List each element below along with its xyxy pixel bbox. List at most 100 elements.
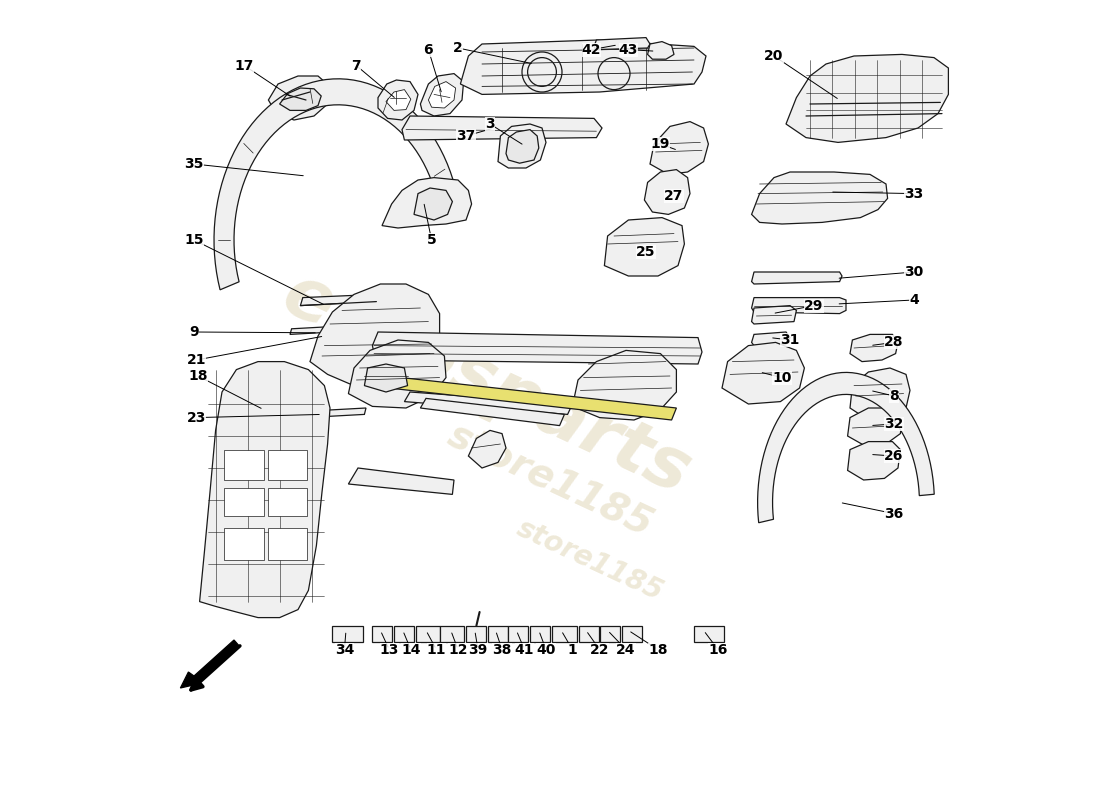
- Text: 41: 41: [515, 642, 535, 657]
- Polygon shape: [428, 82, 455, 108]
- Polygon shape: [751, 272, 842, 284]
- Text: 23: 23: [187, 410, 206, 425]
- Text: 22: 22: [590, 642, 609, 657]
- Polygon shape: [373, 332, 702, 364]
- Polygon shape: [645, 170, 690, 214]
- Polygon shape: [786, 54, 948, 142]
- Polygon shape: [279, 88, 321, 110]
- Text: 4: 4: [909, 293, 918, 307]
- Text: 7: 7: [352, 58, 361, 73]
- Polygon shape: [214, 79, 461, 290]
- Text: 2: 2: [453, 41, 463, 55]
- Bar: [579, 626, 598, 642]
- Polygon shape: [751, 298, 846, 314]
- Text: 1: 1: [568, 642, 578, 657]
- Polygon shape: [594, 38, 650, 50]
- Bar: [487, 626, 507, 642]
- Text: 28: 28: [884, 335, 904, 350]
- Text: 40: 40: [537, 642, 556, 657]
- Text: 35: 35: [185, 157, 204, 171]
- Text: 34: 34: [334, 642, 354, 657]
- Bar: [416, 626, 440, 642]
- Bar: [440, 626, 464, 642]
- Text: 5: 5: [427, 233, 437, 247]
- Text: 43: 43: [618, 42, 638, 57]
- Polygon shape: [402, 116, 602, 140]
- Text: 38: 38: [493, 642, 512, 657]
- Text: 6: 6: [424, 42, 433, 57]
- Polygon shape: [650, 122, 708, 174]
- Text: 19: 19: [651, 137, 670, 151]
- Bar: [551, 626, 578, 642]
- Polygon shape: [420, 74, 463, 116]
- Polygon shape: [364, 364, 408, 392]
- Polygon shape: [758, 373, 934, 522]
- Text: 42: 42: [582, 42, 602, 57]
- Polygon shape: [506, 130, 539, 163]
- Bar: [268, 488, 307, 516]
- Text: 8: 8: [889, 389, 899, 403]
- Text: 26: 26: [884, 449, 904, 463]
- Bar: [268, 450, 307, 480]
- Polygon shape: [199, 362, 330, 618]
- Text: store1185: store1185: [441, 416, 659, 544]
- Text: 14: 14: [402, 642, 420, 657]
- Polygon shape: [290, 325, 364, 334]
- Polygon shape: [382, 178, 472, 228]
- Polygon shape: [572, 350, 676, 420]
- Polygon shape: [648, 42, 674, 59]
- Bar: [621, 626, 642, 642]
- Text: 24: 24: [616, 642, 636, 657]
- Polygon shape: [420, 398, 564, 426]
- Text: 39: 39: [469, 642, 487, 657]
- Bar: [694, 626, 725, 642]
- Polygon shape: [349, 340, 446, 408]
- Text: 27: 27: [664, 189, 684, 203]
- Text: 13: 13: [379, 642, 399, 657]
- Bar: [508, 626, 528, 642]
- Text: 32: 32: [884, 417, 904, 431]
- Bar: [223, 450, 264, 480]
- Text: 11: 11: [427, 642, 447, 657]
- Text: 36: 36: [884, 506, 903, 521]
- Polygon shape: [850, 334, 898, 362]
- Text: 12: 12: [449, 642, 468, 657]
- Polygon shape: [461, 40, 706, 94]
- Polygon shape: [469, 430, 506, 468]
- Polygon shape: [751, 306, 796, 324]
- Polygon shape: [848, 442, 901, 480]
- Bar: [394, 626, 414, 642]
- Text: 18: 18: [188, 369, 208, 383]
- Polygon shape: [498, 124, 546, 168]
- Text: 37: 37: [456, 129, 475, 143]
- Text: 10: 10: [772, 370, 792, 385]
- Polygon shape: [850, 368, 910, 420]
- Text: 3: 3: [485, 117, 495, 131]
- Bar: [223, 488, 264, 516]
- Text: 17: 17: [234, 58, 254, 73]
- Text: eurosparts: eurosparts: [271, 259, 701, 509]
- Text: store1185: store1185: [513, 514, 668, 606]
- Text: 20: 20: [764, 49, 783, 63]
- Text: 30: 30: [904, 265, 924, 279]
- Bar: [530, 626, 550, 642]
- Text: 16: 16: [708, 642, 728, 657]
- Polygon shape: [751, 332, 790, 346]
- Polygon shape: [414, 188, 452, 220]
- Text: 21: 21: [187, 353, 206, 367]
- Polygon shape: [405, 392, 572, 414]
- Bar: [600, 626, 619, 642]
- Polygon shape: [386, 90, 410, 110]
- Polygon shape: [722, 342, 804, 404]
- Polygon shape: [378, 80, 418, 120]
- Polygon shape: [751, 172, 888, 224]
- Text: 18: 18: [648, 642, 668, 657]
- Polygon shape: [180, 640, 240, 688]
- Polygon shape: [310, 284, 440, 386]
- Text: 31: 31: [780, 333, 800, 347]
- Polygon shape: [306, 408, 366, 418]
- Bar: [373, 626, 393, 642]
- Polygon shape: [268, 76, 330, 120]
- Text: 29: 29: [804, 298, 824, 313]
- Polygon shape: [848, 408, 902, 446]
